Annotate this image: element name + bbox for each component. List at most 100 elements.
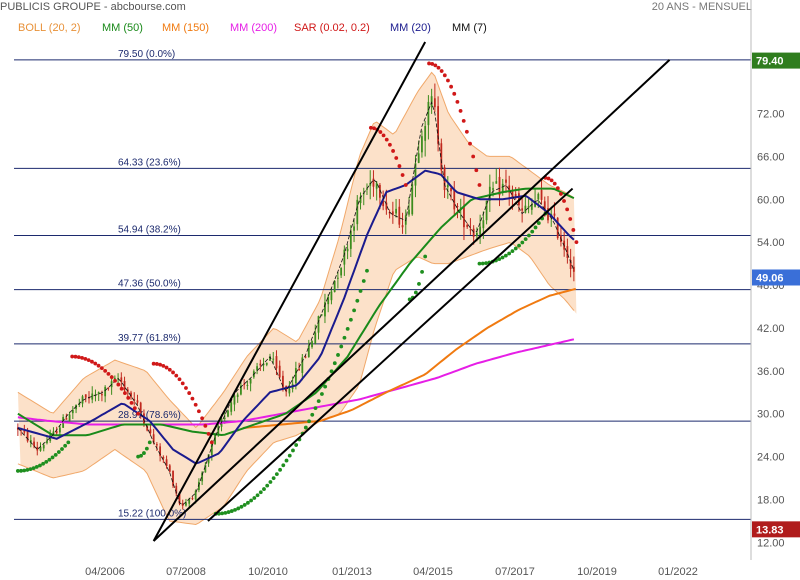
sar-dot — [164, 365, 169, 370]
fib-label: 47.36 (50.0%) — [118, 279, 181, 290]
sar-dot — [417, 282, 421, 286]
sar-dot — [339, 344, 344, 349]
sar-dot — [565, 207, 570, 212]
sar-dot — [455, 100, 460, 104]
candle-body — [178, 493, 181, 504]
candle-body — [101, 394, 103, 396]
candle-body — [149, 429, 152, 434]
candle-body — [191, 498, 194, 500]
sar-dot — [171, 370, 175, 375]
sar-dot — [513, 246, 518, 251]
legend-boll: BOLL (20, 2) — [18, 22, 81, 34]
candle-body — [307, 345, 310, 358]
sar-dot — [96, 363, 101, 368]
candle-body — [540, 190, 543, 200]
candle-body — [340, 267, 343, 276]
candle-body — [440, 143, 443, 171]
candle-body — [256, 366, 258, 371]
sar-dot — [361, 279, 366, 283]
sar-dot — [93, 361, 98, 366]
chart-title: PUBLICIS GROUPE - abcbourse.com — [0, 1, 186, 13]
x-tick-label: 10/2019 — [577, 566, 617, 578]
sar-dot — [22, 468, 27, 473]
candle-body — [511, 191, 514, 198]
candle-body — [249, 378, 252, 384]
sar-dot — [193, 402, 198, 407]
y-tick-label: 54.00 — [757, 237, 785, 249]
sar-dot — [161, 363, 166, 368]
candle-body — [33, 441, 35, 447]
sar-dot — [342, 335, 347, 340]
sar-dot — [446, 78, 450, 83]
candle-body — [55, 431, 58, 434]
sar-dot — [41, 461, 45, 466]
sar-dot — [154, 362, 159, 366]
candle-body — [372, 178, 375, 187]
sar-dot — [184, 386, 188, 390]
sar-dot — [196, 409, 201, 414]
fibonacci-levels: 79.50 (0.0%) 64.33 (23.6%) 54.94 (38.2%) 47… — [14, 49, 751, 520]
sar-dot — [187, 391, 192, 395]
sar-dot — [167, 367, 172, 372]
sar-dot — [50, 455, 55, 460]
candle-body — [227, 410, 229, 417]
price-badges: 79.40 49.06 13.83 — [752, 52, 800, 538]
sar-dot — [177, 377, 182, 382]
sar-dot — [400, 173, 405, 177]
trendline — [152, 41, 427, 542]
candle-body — [194, 490, 197, 500]
sar-dot — [436, 65, 441, 70]
candle-body — [168, 465, 171, 472]
candle-body — [201, 472, 204, 482]
candle-body — [336, 277, 339, 279]
sar-dot — [520, 240, 525, 245]
x-tick-label: 01/2013 — [332, 566, 372, 578]
sar-dot — [365, 268, 369, 273]
sar-dot — [433, 63, 438, 68]
candle-body — [81, 396, 84, 404]
y-tick-label: 72.00 — [757, 108, 785, 120]
candle-body — [278, 365, 281, 378]
candle-body — [391, 211, 394, 216]
sar-dot — [378, 130, 383, 134]
sar-dot — [174, 373, 179, 378]
candle-body — [146, 426, 149, 431]
legend-mm50: MM (50) — [102, 22, 143, 34]
candle-body — [204, 464, 207, 473]
candle-body — [524, 205, 527, 213]
sar-dot — [242, 503, 247, 507]
sar-dot — [200, 416, 205, 421]
candle-body — [327, 296, 330, 305]
sar-dot — [381, 133, 386, 138]
sar-dot — [536, 221, 541, 225]
candle-body — [185, 502, 187, 506]
sar-dot — [307, 419, 311, 424]
mm50-line — [17, 187, 575, 437]
y-tick-label: 24.00 — [757, 452, 785, 464]
candle-body — [366, 188, 368, 190]
price-badge-high — [752, 52, 800, 69]
candle-body — [288, 388, 291, 394]
sar-dot — [517, 243, 521, 248]
sar-dot — [109, 375, 114, 380]
sar-dot — [44, 459, 49, 464]
candle-body — [427, 101, 430, 126]
candle-body — [553, 213, 556, 216]
candle-body — [304, 356, 307, 358]
bollinger-lower — [17, 242, 575, 526]
sar-dot — [151, 361, 156, 366]
candle-body — [566, 246, 569, 258]
sar-dot — [427, 61, 431, 66]
sar-dot — [316, 399, 321, 404]
sar-dot — [60, 447, 64, 451]
bollinger-fill — [17, 72, 577, 525]
candle-body — [152, 434, 155, 443]
sar-dot — [239, 504, 244, 509]
sar-dot — [252, 496, 257, 500]
candle-body — [537, 193, 540, 200]
candle-body — [294, 368, 297, 384]
candle-body — [324, 302, 326, 317]
candle-body — [265, 362, 268, 365]
sar-dot — [461, 118, 466, 123]
sar-dot — [206, 431, 211, 436]
